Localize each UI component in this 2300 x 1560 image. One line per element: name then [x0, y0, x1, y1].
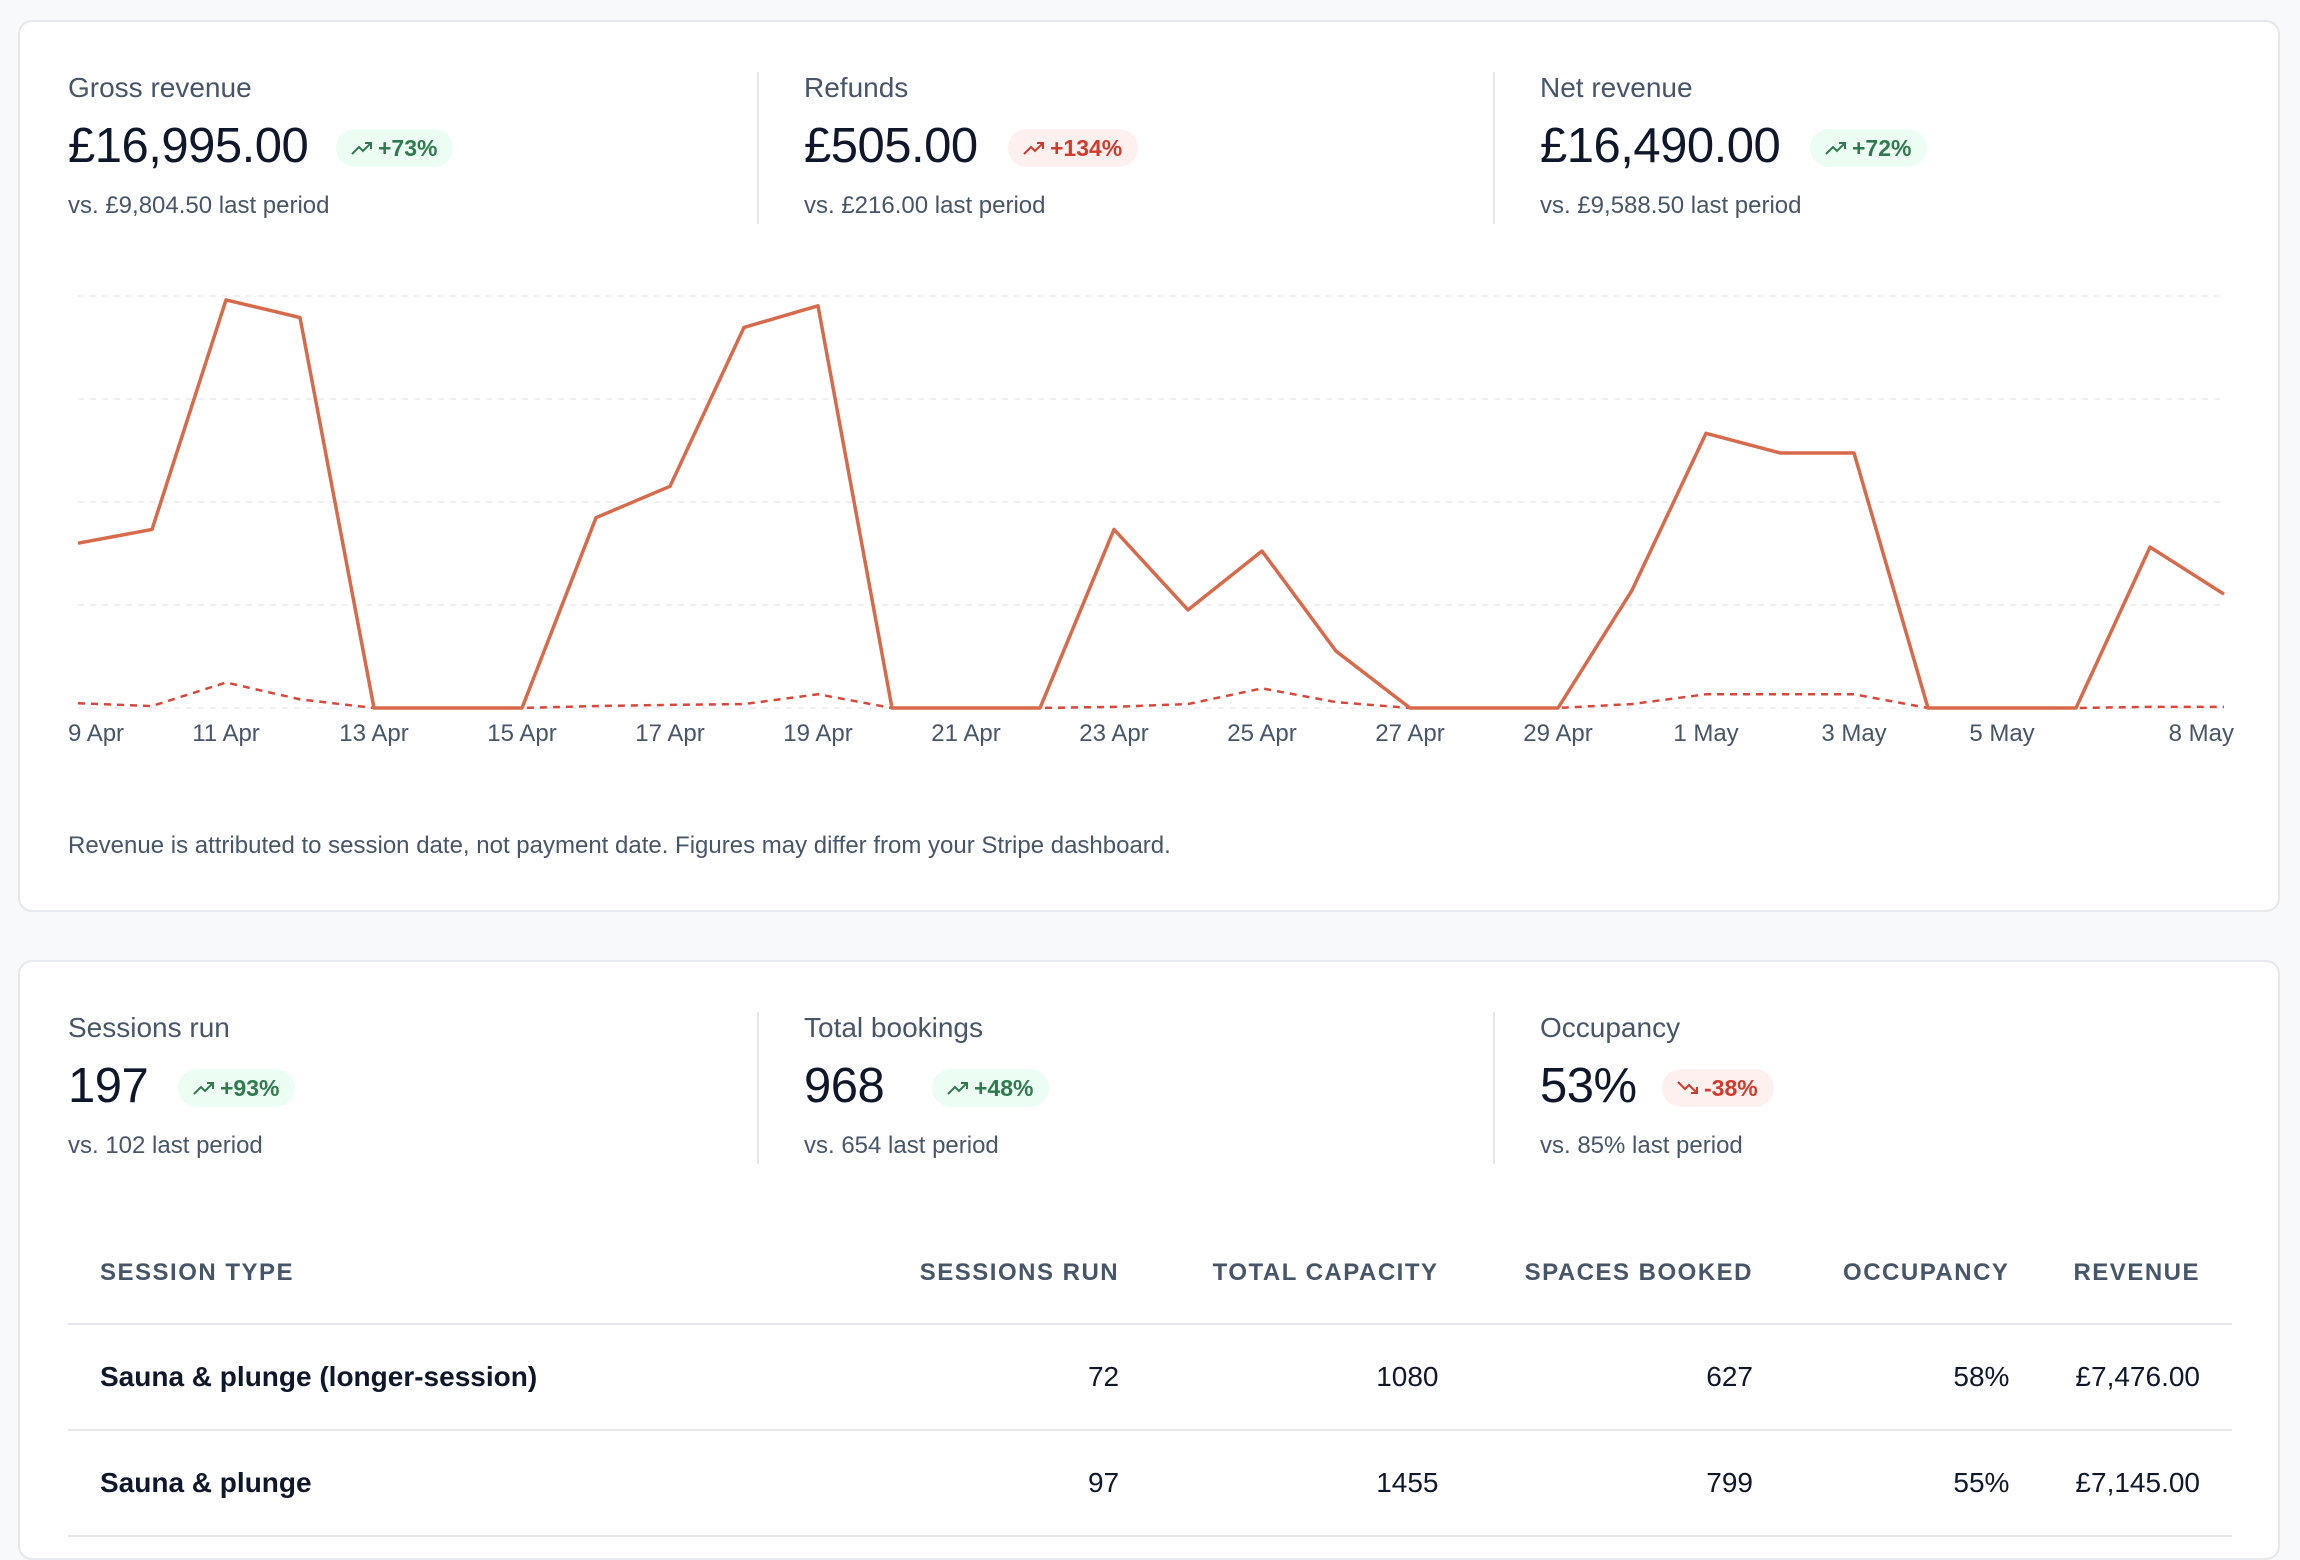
stat-comparison: vs. 85% last period — [1540, 1132, 1743, 1159]
cell-spaces-booked: 627 — [1470, 1324, 1785, 1431]
x-axis-tick-label: 3 May — [1821, 720, 1886, 747]
stat-label: Sessions run — [68, 1012, 230, 1043]
table-header-row: Session type Sessions run Total capacity… — [68, 1222, 2232, 1325]
x-axis-tick-label: 21 Apr — [931, 720, 1000, 747]
x-axis-tick-label: 19 Apr — [783, 720, 852, 747]
table-row[interactable]: Sauna & plunge (longer-session) 72 1080 … — [68, 1324, 2232, 1431]
x-axis-tick-label: 13 Apr — [339, 720, 408, 747]
column-header-revenue[interactable]: Revenue — [2041, 1222, 2232, 1325]
change-badge: +134% — [1008, 129, 1139, 167]
x-axis-tick-label: 23 Apr — [1079, 720, 1148, 747]
stat-label: Refunds — [804, 72, 909, 103]
divider — [757, 72, 759, 224]
cell-sessions-run: 72 — [842, 1324, 1152, 1431]
stat-value: £16,995.00 — [68, 119, 309, 173]
cell-occupancy: 58% — [1785, 1324, 2042, 1431]
x-axis-tick-label: 5 May — [1969, 720, 2034, 747]
column-header-session-type[interactable]: Session type — [68, 1222, 843, 1325]
x-axis-tick-label: 25 Apr — [1227, 720, 1296, 747]
change-badge: +48% — [932, 1069, 1050, 1107]
stat-label: Gross revenue — [68, 72, 252, 103]
stat-value: 53% — [1540, 1059, 1637, 1113]
stat-comparison: vs. 102 last period — [68, 1132, 263, 1159]
stat-comparison: vs. £216.00 last period — [804, 192, 1046, 219]
change-badge: +72% — [1810, 129, 1928, 167]
x-axis-tick-label: 29 Apr — [1523, 720, 1592, 747]
change-value: +48% — [974, 1074, 1034, 1101]
x-axis-tick-label: 1 May — [1673, 720, 1738, 747]
change-value: +73% — [378, 134, 438, 161]
table-row[interactable]: Sauna & plunge 97 1455 799 55% £7,145.00 — [68, 1430, 2232, 1537]
session-type-table: Session type Sessions run Total capacity… — [68, 1222, 2232, 1537]
cell-total-capacity: 1080 — [1151, 1324, 1471, 1431]
change-badge: +73% — [336, 129, 454, 167]
column-header-occupancy[interactable]: Occupancy — [1785, 1222, 2042, 1325]
divider — [757, 1012, 759, 1164]
change-value: +72% — [1852, 134, 1912, 161]
divider — [1493, 72, 1495, 224]
cell-total-capacity: 1455 — [1151, 1430, 1471, 1537]
stat-comparison: vs. £9,804.50 last period — [68, 192, 330, 219]
stat-label: Occupancy — [1540, 1012, 1681, 1043]
stat-comparison: vs. £9,588.50 last period — [1540, 192, 1802, 219]
trending-up-icon — [947, 1082, 968, 1095]
stat-value: 197 — [68, 1059, 149, 1113]
trending-up-icon — [193, 1082, 214, 1095]
trending-up-icon — [1825, 142, 1846, 155]
cell-occupancy: 55% — [1785, 1430, 2042, 1537]
chart-footnote: Revenue is attributed to session date, n… — [68, 832, 1171, 859]
change-badge: -38% — [1662, 1069, 1774, 1107]
column-header-sessions-run[interactable]: Sessions run — [842, 1222, 1152, 1325]
x-axis-tick-label: 27 Apr — [1375, 720, 1444, 747]
change-value: +134% — [1050, 134, 1123, 161]
trending-down-icon — [1677, 1081, 1698, 1094]
stat-value: 968 — [804, 1059, 885, 1113]
change-value: -38% — [1704, 1074, 1758, 1101]
sessions-card: Sessions run 197 +93% vs. 102 last perio… — [18, 960, 2280, 1560]
trending-up-icon — [1023, 142, 1044, 155]
cell-session-type: Sauna & plunge (longer-session) — [68, 1324, 843, 1431]
revenue-card: Gross revenue £16,995.00 +73% vs. £9,804… — [18, 20, 2280, 912]
revenue-chart: 9 Apr 11 Apr 13 Apr 15 Apr 17 Apr 19 Apr 21 Ap… — [68, 295, 2234, 747]
cell-revenue: £7,476.00 — [2041, 1324, 2232, 1431]
cell-session-type: Sauna & plunge — [68, 1430, 843, 1537]
stat-label: Net revenue — [1540, 72, 1693, 103]
x-axis-tick-label: 9 Apr — [68, 720, 124, 747]
divider — [1493, 1012, 1495, 1164]
change-value: +93% — [220, 1074, 280, 1101]
stat-value: £505.00 — [804, 119, 978, 173]
cell-spaces-booked: 799 — [1470, 1430, 1785, 1537]
revenue-series-line — [77, 298, 2225, 710]
stat-comparison: vs. 654 last period — [804, 1132, 999, 1159]
x-axis-tick-label: 15 Apr — [487, 720, 556, 747]
refunds-series-line — [77, 681, 2224, 710]
stat-label: Total bookings — [804, 1012, 984, 1043]
x-axis-tick-label: 17 Apr — [635, 720, 704, 747]
column-header-total-capacity[interactable]: Total capacity — [1151, 1222, 1471, 1325]
change-badge: +93% — [178, 1069, 296, 1107]
stat-value: £16,490.00 — [1540, 119, 1781, 173]
x-axis-tick-label: 11 Apr — [192, 720, 260, 747]
cell-revenue: £7,145.00 — [2041, 1430, 2232, 1537]
column-header-spaces-booked[interactable]: Spaces booked — [1470, 1222, 1785, 1325]
cell-sessions-run: 97 — [842, 1430, 1152, 1537]
trending-up-icon — [351, 142, 372, 155]
x-axis-tick-label: 8 May — [2169, 720, 2234, 747]
